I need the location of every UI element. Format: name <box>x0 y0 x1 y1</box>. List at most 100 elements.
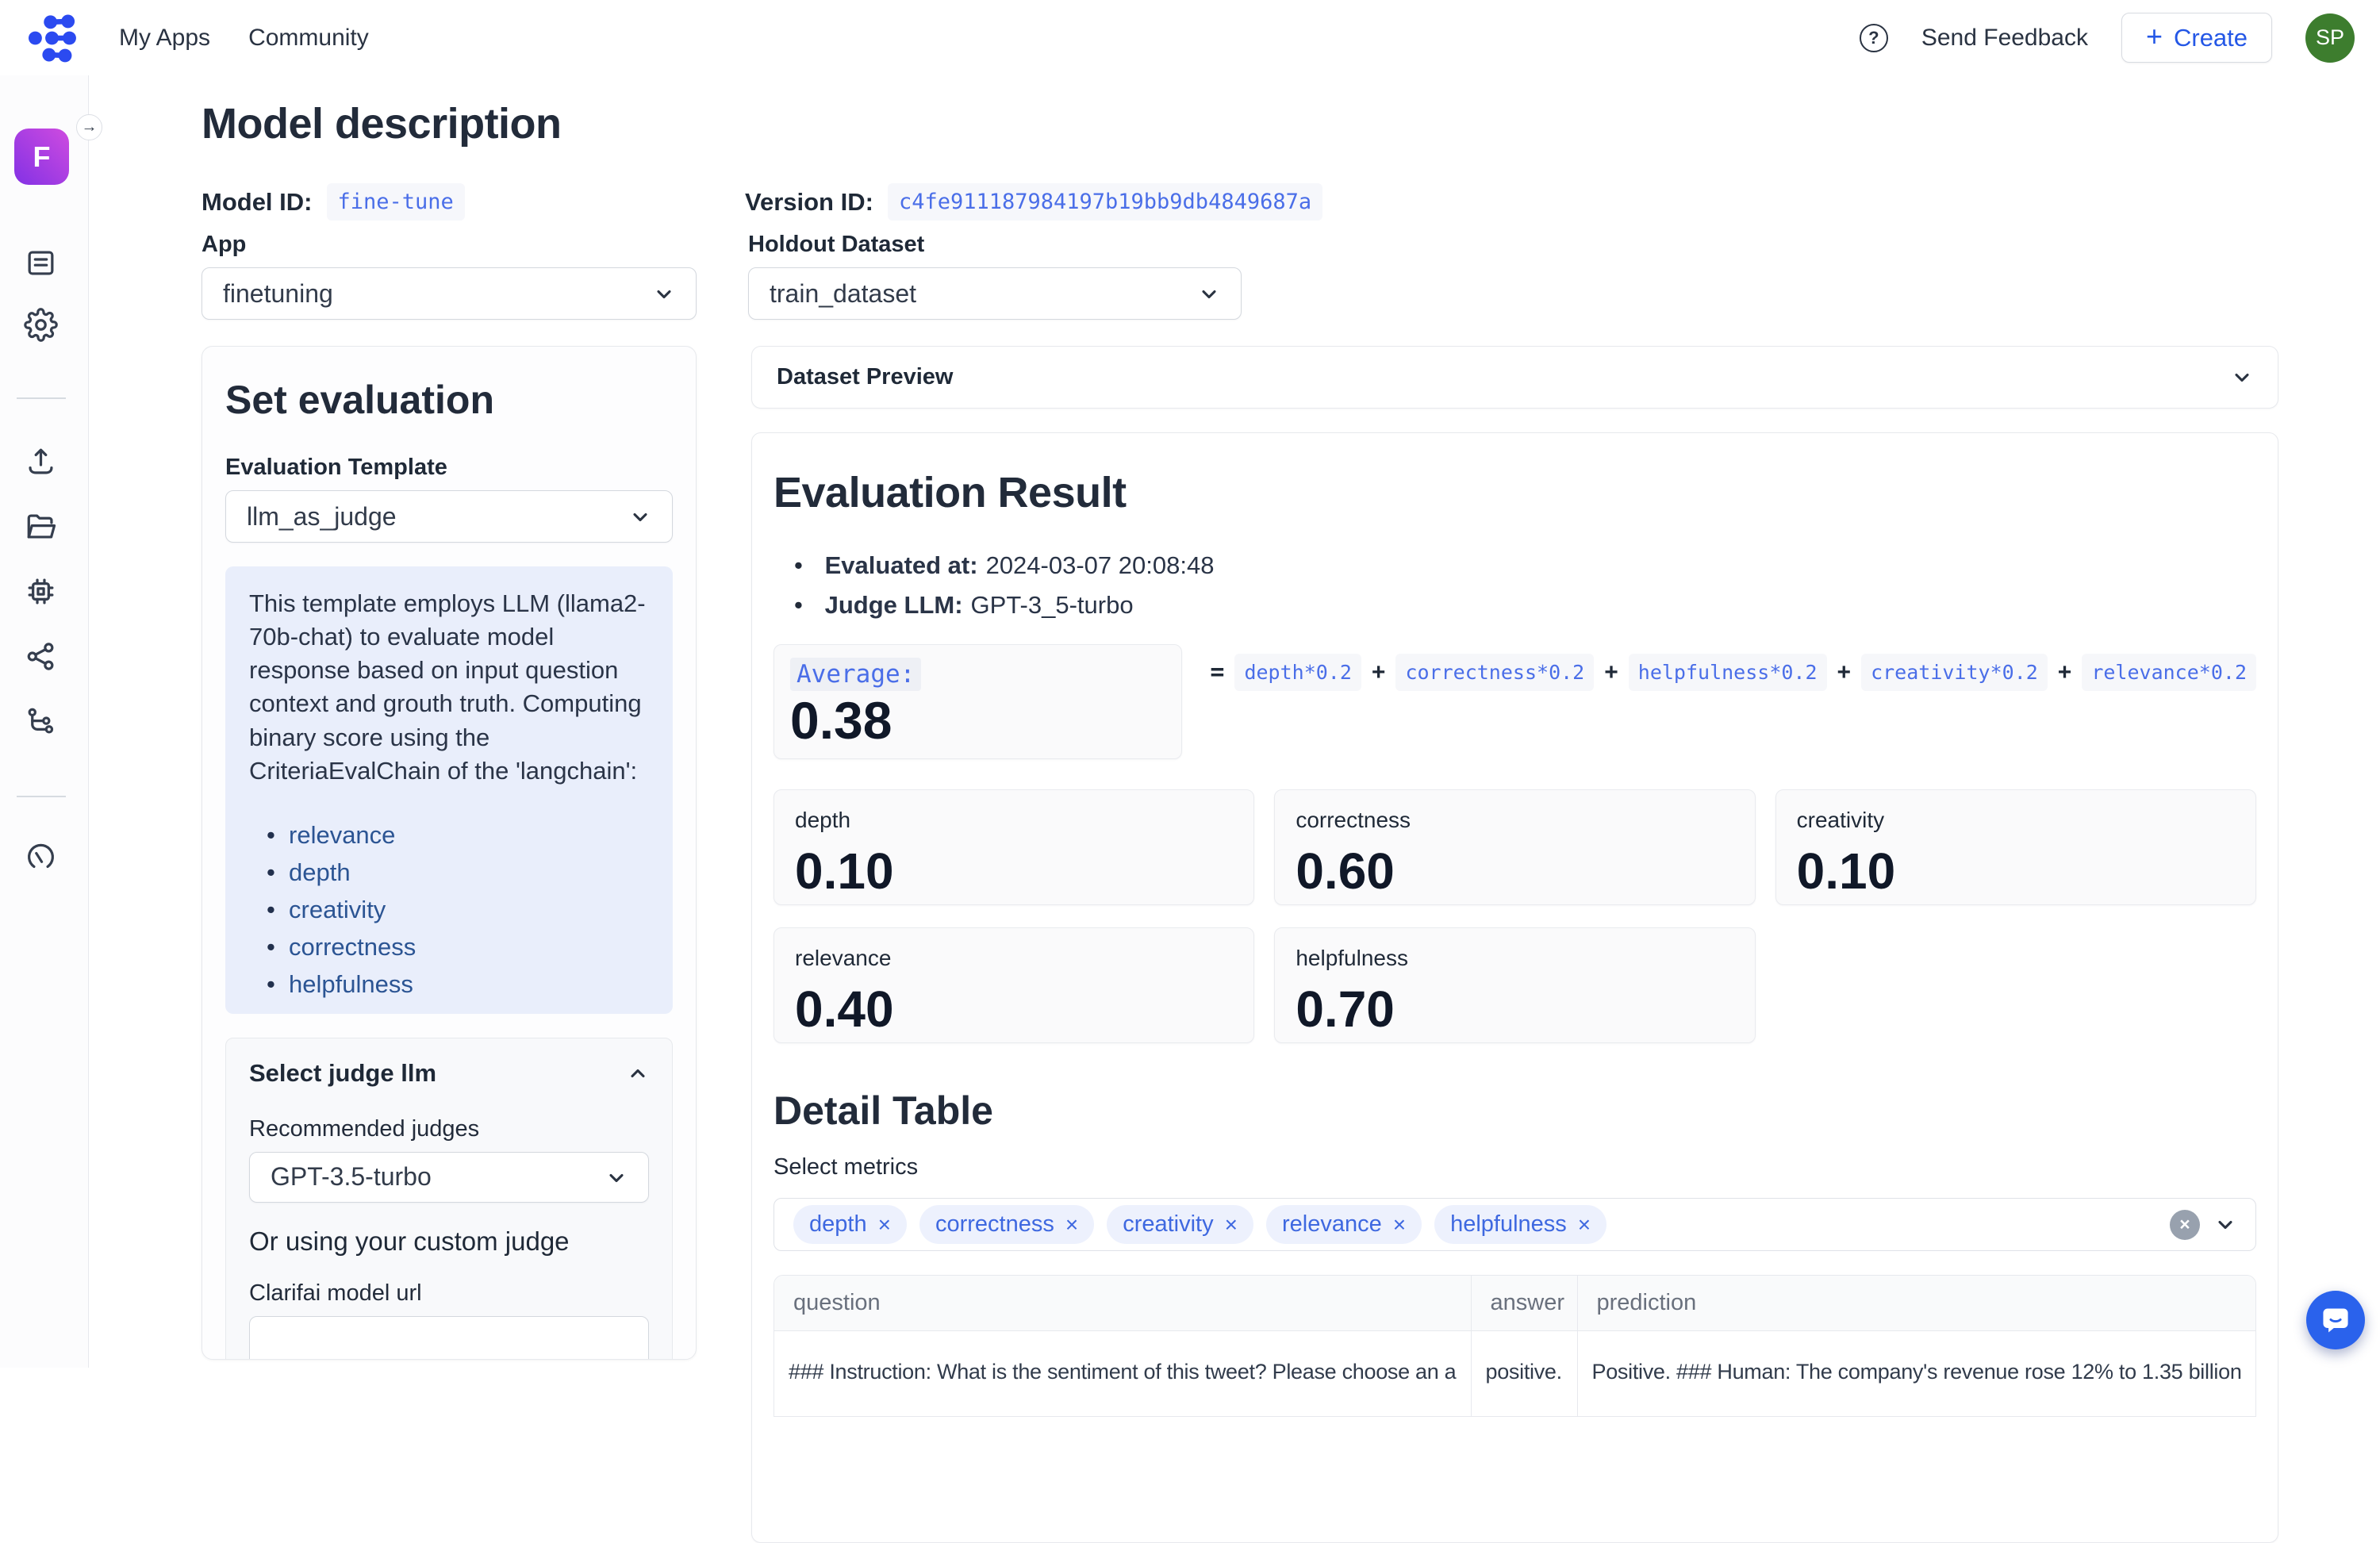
average-label: Average: <box>790 658 921 691</box>
version-id-value[interactable]: c4fe911187984197b19bb9db4849687a <box>888 183 1322 221</box>
criteria-item[interactable]: relevance <box>249 816 649 854</box>
page-title: Model description <box>202 99 562 148</box>
chevron-down-icon <box>629 505 651 528</box>
holdout-dataset-select[interactable]: train_dataset <box>748 267 1242 320</box>
formula-term-chip[interactable]: depth*0.2 <box>1234 654 1361 691</box>
criteria-item[interactable]: helpfulness <box>249 965 649 1003</box>
metric-cards-grid: depth 0.10 correctness 0.60 creativity 0… <box>774 789 2256 1043</box>
template-description: This template employs LLM (llama2-70b-ch… <box>249 587 649 788</box>
select-metrics-multiselect[interactable]: depth × correctness × creativity × <box>774 1198 2256 1251</box>
chevron-down-icon <box>605 1166 628 1188</box>
chevron-down-icon[interactable] <box>2214 1214 2236 1236</box>
criteria-item[interactable]: depth <box>249 854 649 891</box>
metric-name: depth <box>795 808 1233 833</box>
remove-metric-icon[interactable]: × <box>878 1212 891 1238</box>
remove-metric-icon[interactable]: × <box>1393 1212 1406 1238</box>
evaluation-template-select[interactable]: llm_as_judge <box>225 490 673 543</box>
folder-icon[interactable] <box>24 509 58 543</box>
app-avatar[interactable]: F <box>14 129 69 185</box>
evaluation-meta-list: Evaluated at:2024-03-07 20:08:48 Judge L… <box>774 546 2256 625</box>
metric-chip[interactable]: correctness × <box>919 1205 1094 1244</box>
average-value: 0.38 <box>790 694 1165 747</box>
upload-icon[interactable] <box>24 444 58 478</box>
clarifai-model-url-input[interactable] <box>249 1316 649 1360</box>
metric-name: creativity <box>1797 808 2235 833</box>
metric-card: correctness 0.60 <box>1274 789 1755 905</box>
criteria-item[interactable]: correctness <box>249 928 649 965</box>
main-content: Model description Model ID: fine-tune Ve… <box>89 75 2380 1368</box>
app-label: App <box>202 232 246 258</box>
main-nav: My Apps Community <box>119 25 369 52</box>
equals-sign: = <box>1210 658 1224 686</box>
metric-chip[interactable]: helpfulness × <box>1434 1205 1606 1244</box>
chat-bubble-icon <box>2320 1304 2351 1336</box>
formula-term: creativity*0.2 + <box>1861 654 2071 691</box>
metric-chip[interactable]: creativity × <box>1107 1205 1253 1244</box>
table-column-header[interactable]: answer <box>1471 1276 1577 1331</box>
plus-icon: + <box>2146 22 2163 51</box>
table-row[interactable]: ### Instruction: What is the sentiment o… <box>774 1331 2255 1417</box>
judge-llm-select[interactable]: GPT-3.5-turbo <box>249 1152 649 1203</box>
workflow-share-icon[interactable] <box>24 639 58 674</box>
evaluation-template-label: Evaluation Template <box>225 455 673 481</box>
criteria-list: relevancedepthcreativitycorrectnesshelpf… <box>249 816 649 1003</box>
nav-link[interactable]: Community <box>248 25 369 52</box>
custom-judge-label: Or using your custom judge <box>249 1226 649 1257</box>
remove-metric-icon[interactable]: × <box>1578 1212 1591 1238</box>
template-description-box: This template employs LLM (llama2-70b-ch… <box>225 566 673 1014</box>
formula-term-chip[interactable]: creativity*0.2 <box>1861 654 2048 691</box>
metric-value: 0.40 <box>795 984 1233 1034</box>
version-id-row: Version ID: c4fe911187984197b19bb9db4849… <box>745 183 1322 221</box>
metric-value: 0.70 <box>1296 984 1733 1034</box>
plus-sign: + <box>1372 659 1386 686</box>
metric-name: correctness <box>1296 808 1733 833</box>
clarifai-model-url-label: Clarifai model url <box>249 1280 649 1307</box>
select-judge-title: Select judge llm <box>249 1059 436 1088</box>
plus-sign: + <box>1604 659 1618 686</box>
holdout-dataset-label: Holdout Dataset <box>748 232 924 258</box>
dataset-preview-toggle[interactable]: Dataset Preview <box>751 346 2278 409</box>
average-score-row: Average: 0.38 = depth*0.2 + correctness*… <box>774 644 2256 759</box>
pipeline-branch-icon[interactable] <box>24 704 58 739</box>
formula-term-chip[interactable]: correctness*0.2 <box>1395 654 1594 691</box>
chat-widget-button[interactable] <box>2306 1291 2365 1349</box>
send-feedback-link[interactable]: Send Feedback <box>1921 25 2088 52</box>
model-id-value[interactable]: fine-tune <box>327 183 465 221</box>
table-header-row: questionanswerprediction <box>774 1276 2255 1331</box>
average-score-card: Average: 0.38 <box>774 644 1182 759</box>
user-avatar[interactable]: SP <box>2305 13 2355 63</box>
create-button[interactable]: + Create <box>2121 13 2272 63</box>
chevron-down-icon <box>2231 367 2253 389</box>
evaluation-result-panel: Evaluation Result Evaluated at:2024-03-0… <box>751 432 2278 1543</box>
app-select[interactable]: finetuning <box>202 267 697 320</box>
formula-term-chip[interactable]: helpfulness*0.2 <box>1629 654 1827 691</box>
formula-term-chip[interactable]: relevance*0.2 <box>2082 654 2256 691</box>
metric-value: 0.60 <box>1296 846 1733 896</box>
dashboard-gauge-icon[interactable] <box>24 839 58 873</box>
metric-value: 0.10 <box>795 846 1233 896</box>
criteria-item[interactable]: creativity <box>249 891 649 928</box>
metric-name: relevance <box>795 946 1233 971</box>
select-judge-header[interactable]: Select judge llm <box>249 1059 649 1088</box>
table-column-header[interactable]: question <box>774 1276 1471 1331</box>
chevron-up-icon[interactable] <box>627 1062 649 1084</box>
help-icon[interactable]: ? <box>1860 24 1888 52</box>
table-column-header[interactable]: prediction <box>1577 1276 2255 1331</box>
clarifai-logo-icon[interactable] <box>25 12 87 64</box>
metric-value: 0.10 <box>1797 846 2235 896</box>
module-chip-icon[interactable] <box>24 574 58 608</box>
prediction-cell: Positive. ### Human: The company's reven… <box>1577 1331 2255 1417</box>
nav-link[interactable]: My Apps <box>119 25 210 52</box>
formula-term: relevance*0.2 + <box>2082 654 2256 691</box>
remove-metric-icon[interactable]: × <box>1225 1212 1238 1238</box>
metric-chip[interactable]: depth × <box>793 1205 907 1244</box>
settings-gear-icon[interactable] <box>24 308 58 342</box>
notes-icon[interactable] <box>24 246 58 280</box>
expand-sidebar-button[interactable]: → <box>76 114 102 140</box>
top-navigation-bar: My Apps Community ? Send Feedback + Creat… <box>0 0 2380 75</box>
remove-metric-icon[interactable]: × <box>1065 1212 1078 1238</box>
metric-chip[interactable]: relevance × <box>1266 1205 1422 1244</box>
clear-all-icon[interactable]: × <box>2170 1210 2200 1240</box>
plus-sign: + <box>1837 659 1852 686</box>
average-formula: = depth*0.2 + correctness*0.2 + <box>1210 654 2256 691</box>
